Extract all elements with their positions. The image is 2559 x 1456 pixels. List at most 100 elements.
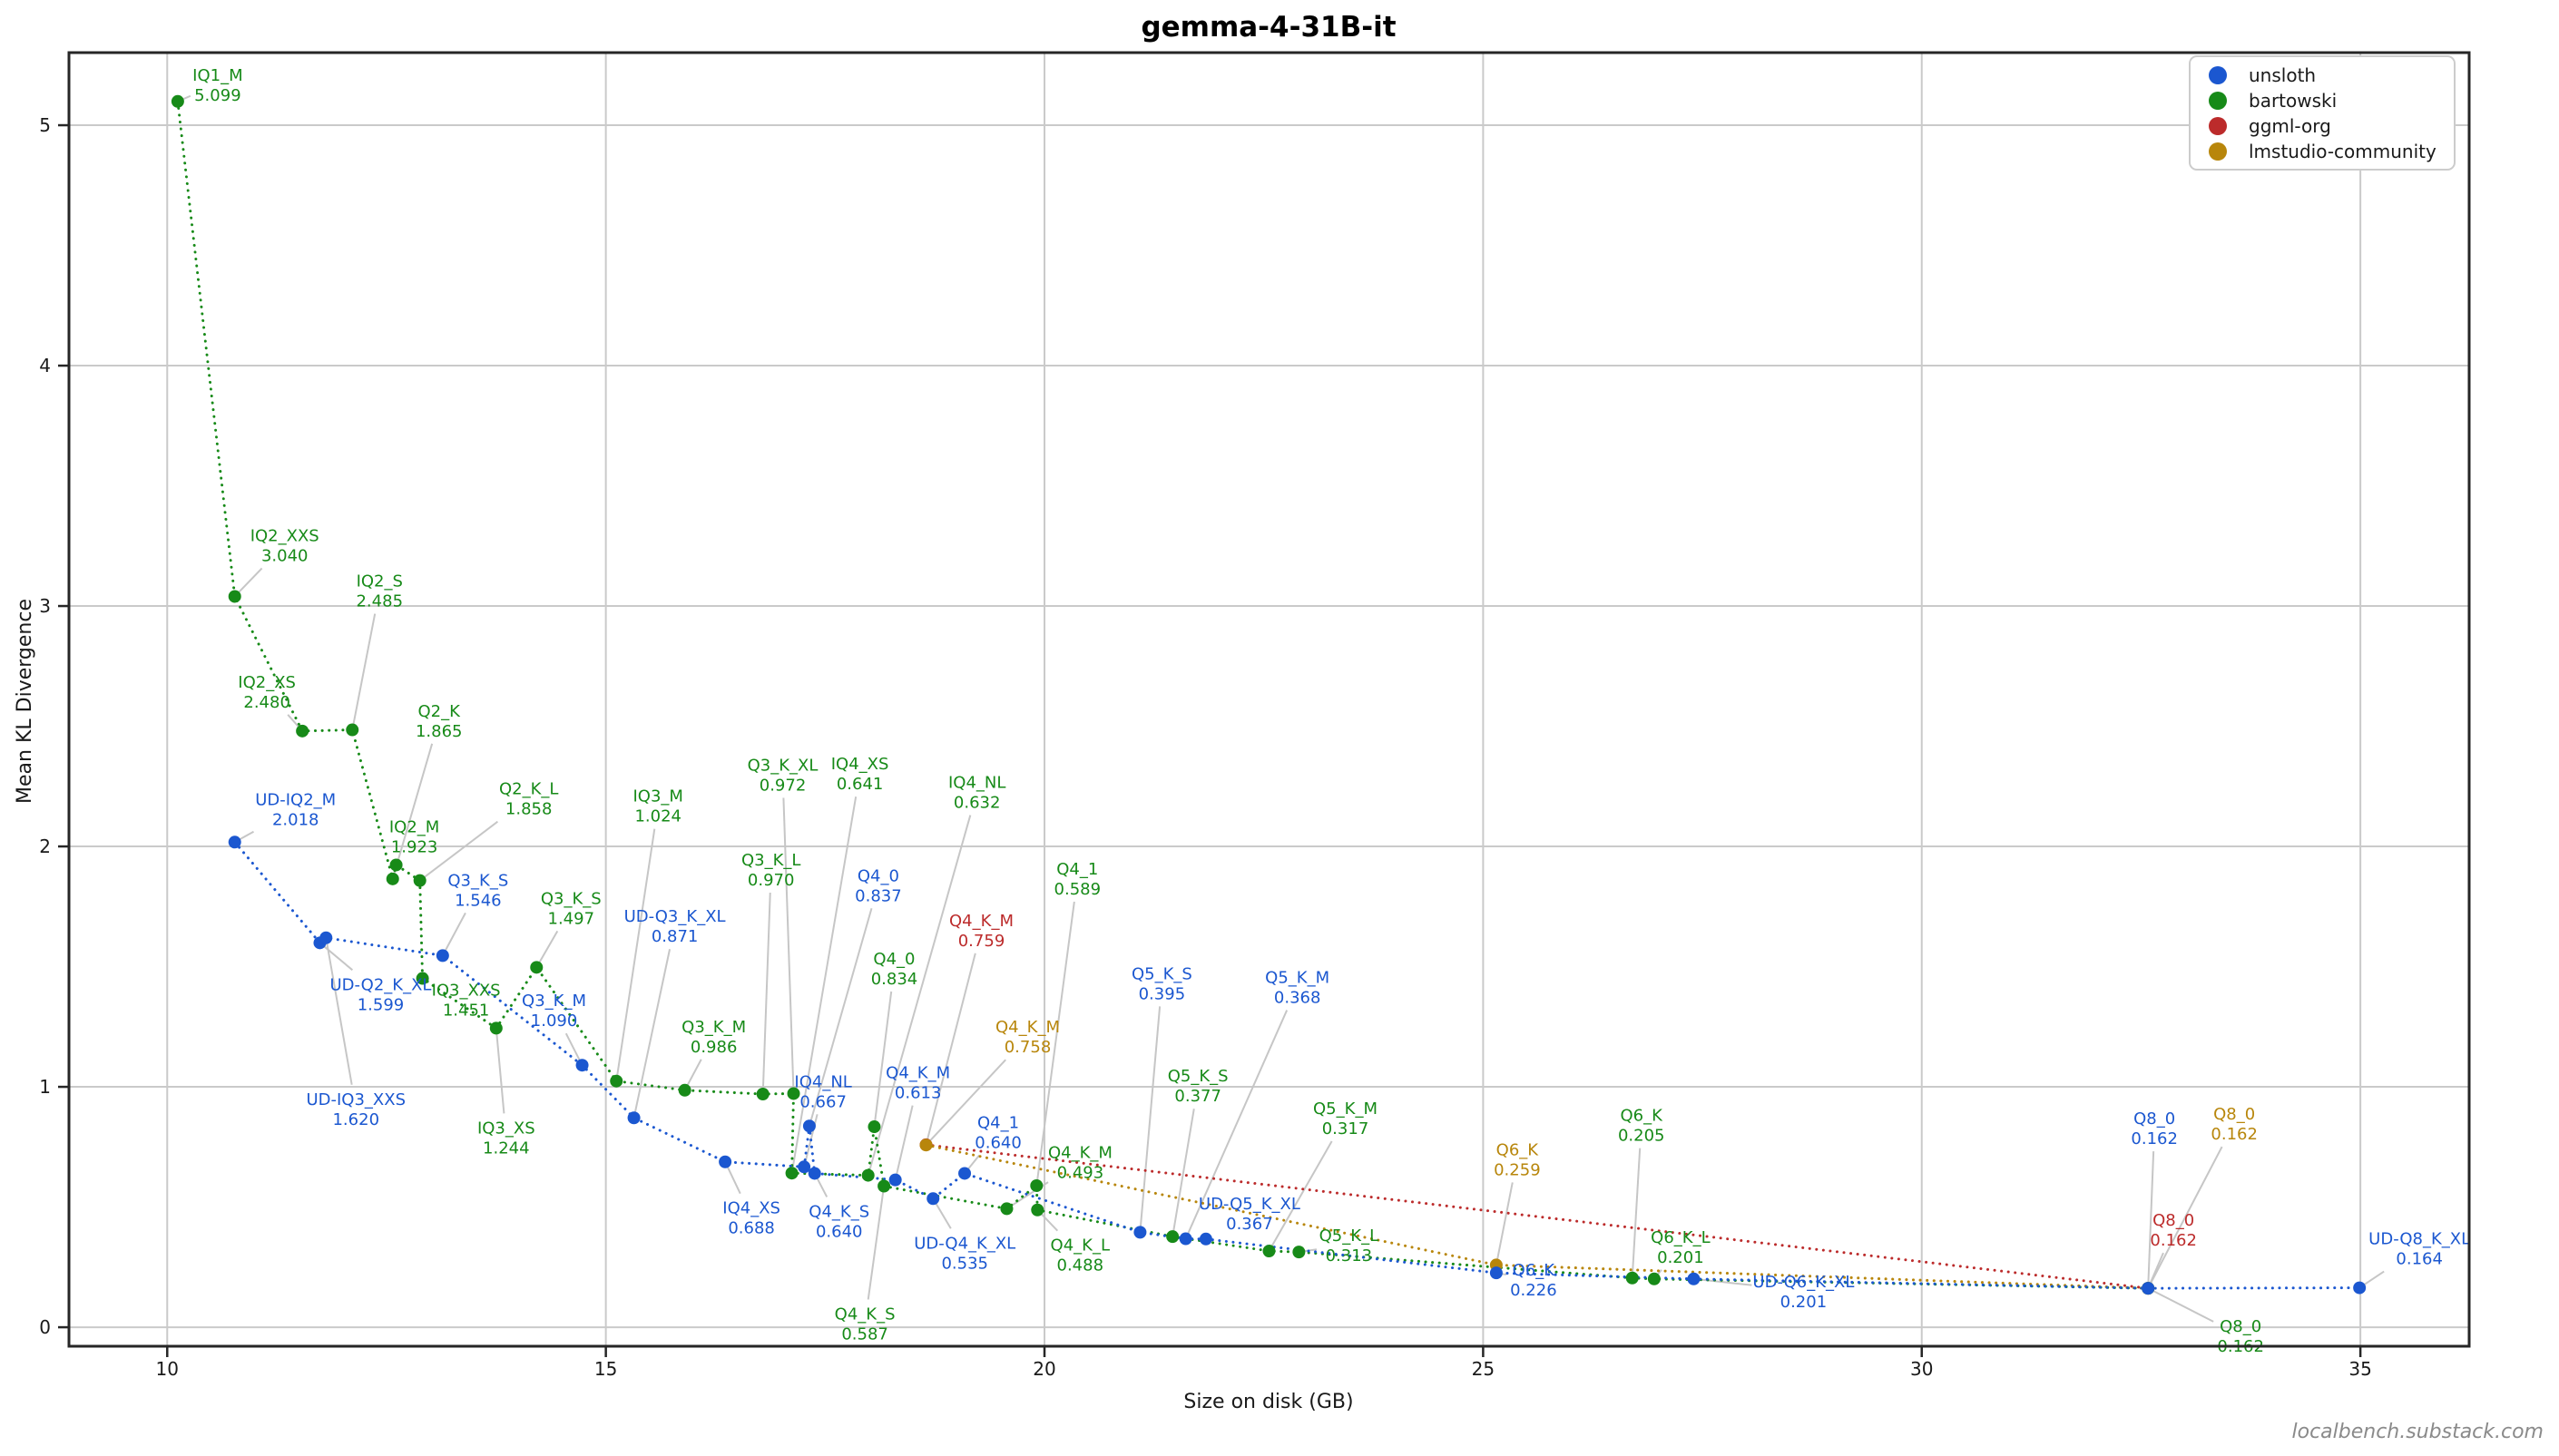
annotation-bartowski-Q2_K: Q2_K 1.865 xyxy=(416,702,463,741)
annotation-bartowski-IQ4_XS: IQ4_XS 0.641 xyxy=(831,755,889,794)
annotation-unsloth-UD-Q5_K_XL: UD-Q5_K_XL 0.367 xyxy=(1199,1195,1300,1234)
data-point-unsloth-Q4_K_M xyxy=(888,1173,902,1187)
data-point-bartowski-Q4_0 xyxy=(868,1120,881,1134)
data-point-unsloth-Q6_K xyxy=(1489,1266,1503,1280)
annotation-bartowski-IQ3_XS: IQ3_XS 1.244 xyxy=(477,1119,535,1158)
annotation-leader xyxy=(1495,1182,1514,1265)
annotation-bartowski-IQ4_NL: IQ4_NL 0.632 xyxy=(948,774,1005,813)
data-point-unsloth-UD-Q3_K_XL xyxy=(627,1111,641,1125)
annotation-bartowski-Q4_K_S: Q4_K_S 0.587 xyxy=(835,1305,896,1344)
annotation-bartowski-Q3_K_XL: Q3_K_XL 0.972 xyxy=(748,756,819,795)
data-point-bartowski-IQ4_NL xyxy=(861,1168,875,1182)
annotation-leader xyxy=(319,942,354,972)
annotation-unsloth-UD-Q3_K_XL: UD-Q3_K_XL 0.871 xyxy=(624,907,726,946)
y-tick-label: 3 xyxy=(39,595,51,617)
annotation-leader xyxy=(1035,901,1075,1187)
data-point-unsloth-Q4_1 xyxy=(958,1167,972,1180)
data-point-unsloth-UD-IQ2_M xyxy=(228,835,241,849)
data-point-unsloth-IQ4_XS xyxy=(719,1155,732,1168)
annotation-unsloth-IQ4_XS: IQ4_XS 0.688 xyxy=(722,1199,780,1238)
annotation-bartowski-Q4_0: Q4_0 0.834 xyxy=(871,950,918,989)
annotation-ggml-org-Q8_0: Q8_0 0.162 xyxy=(2150,1211,2197,1250)
data-point-unsloth-IQ4_NL xyxy=(798,1160,811,1174)
legend-marker-ggml-org xyxy=(2209,117,2227,135)
annotation-bartowski-Q6_K: Q6_K 0.205 xyxy=(1618,1107,1665,1146)
data-point-unsloth-UD-IQ3_XXS xyxy=(319,931,333,944)
annotation-leader xyxy=(2147,1287,2214,1323)
annotation-leader xyxy=(1184,1010,1289,1239)
annotation-leader xyxy=(1139,1006,1162,1233)
data-point-bartowski-Q5_K_M xyxy=(1262,1245,1276,1258)
annotation-unsloth-Q4_0: Q4_0 0.837 xyxy=(855,866,902,905)
plot-border xyxy=(67,51,2471,1348)
x-tick-label: 15 xyxy=(594,1358,617,1380)
annotation-bartowski-Q3_K_L: Q3_K_L 0.970 xyxy=(741,851,800,890)
annotation-leader xyxy=(925,953,976,1146)
annotation-bartowski-Q2_K_L: Q2_K_L 1.858 xyxy=(499,780,558,819)
data-point-bartowski-Q2_K xyxy=(386,872,399,885)
annotation-unsloth-Q3_K_S: Q3_K_S 1.546 xyxy=(447,871,508,910)
y-tick-label: 2 xyxy=(39,835,51,857)
series-line-lmstudio-community xyxy=(925,1143,2150,1290)
data-point-unsloth-Q5_K_M xyxy=(1179,1232,1192,1246)
data-point-bartowski-Q4_K_L xyxy=(1031,1203,1044,1217)
annotation-bartowski-Q3_K_S: Q3_K_S 1.497 xyxy=(541,889,602,928)
annotation-leader xyxy=(790,796,858,1174)
data-point-unsloth-Q5_K_S xyxy=(1133,1226,1147,1239)
annotation-leader xyxy=(351,613,377,730)
annotation-leader xyxy=(495,1028,505,1114)
x-tick-label: 25 xyxy=(1472,1358,1495,1380)
annotation-leader xyxy=(615,828,656,1081)
data-point-unsloth-Q8_0 xyxy=(2142,1282,2155,1295)
y-axis-label: Mean KL Divergence xyxy=(14,599,36,804)
annotation-unsloth-UD-IQ3_XXS: UD-IQ3_XXS 1.620 xyxy=(306,1090,406,1129)
annotation-unsloth-UD-Q6_K_XL: UD-Q6_K_XL 0.201 xyxy=(1752,1273,1854,1312)
data-point-bartowski-Q5_K_S xyxy=(1166,1230,1180,1244)
annotation-unsloth-Q4_K_M: Q4_K_M 0.613 xyxy=(886,1064,950,1103)
annotation-unsloth-Q4_K_S: Q4_K_S 0.640 xyxy=(809,1202,869,1241)
data-point-unsloth-Q4_0 xyxy=(802,1119,816,1133)
data-point-bartowski-IQ3_XXS xyxy=(416,972,429,985)
data-point-layer xyxy=(171,94,2367,1295)
data-point-bartowski-Q3_K_XL xyxy=(787,1087,800,1100)
data-point-lmstudio-community-Q4_K_M xyxy=(919,1138,933,1152)
legend-label-unsloth: unsloth xyxy=(2249,64,2316,86)
annotation-unsloth-IQ4_NL: IQ4_NL 0.667 xyxy=(794,1072,851,1111)
annotation-unsloth-Q4_1: Q4_1 0.640 xyxy=(975,1113,1022,1152)
data-point-bartowski-Q3_K_S xyxy=(530,961,544,974)
axis-layer: 10 15 20 25 30 35 0 1 2 3 4 5 xyxy=(39,51,2471,1380)
data-point-bartowski-Q2_K_L xyxy=(413,874,426,887)
data-point-bartowski-Q6_K_L xyxy=(1647,1272,1661,1285)
annotation-unsloth-UD-Q8_K_XL: UD-Q8_K_XL 0.164 xyxy=(2368,1230,2470,1269)
data-point-bartowski-IQ3_M xyxy=(610,1074,623,1088)
data-point-unsloth-Q3_K_M xyxy=(575,1059,589,1072)
y-tick-label: 0 xyxy=(39,1316,51,1338)
data-point-bartowski-Q3_K_M xyxy=(678,1083,691,1097)
data-point-bartowski-IQ4_XS xyxy=(785,1167,799,1180)
x-tick-label: 30 xyxy=(1910,1358,1933,1380)
data-point-bartowski-Q4_1 xyxy=(1030,1178,1044,1192)
annotation-leader xyxy=(1631,1148,1642,1278)
annotation-leader xyxy=(1693,1277,1752,1286)
x-tick-label: 20 xyxy=(1033,1358,1055,1380)
annotation-label-layer: Q4_K_M 0.759 Q8_0 0.162 Q4_K_M 0.758 Q6_K 0.259… xyxy=(192,66,2470,1356)
annotation-leader xyxy=(2147,1151,2155,1289)
legend-box xyxy=(2189,55,2456,171)
y-tick-label: 1 xyxy=(39,1076,51,1098)
annotation-leader xyxy=(325,937,353,1085)
annotation-leader xyxy=(441,912,466,956)
annotation-bartowski-Q8_0: Q8_0 0.162 xyxy=(2217,1317,2264,1356)
legend-label-ggml-org: ggml-org xyxy=(2249,115,2331,137)
annotation-bartowski-Q4_1: Q4_1 0.589 xyxy=(1054,860,1102,899)
annotation-leader xyxy=(233,567,263,598)
data-point-bartowski-Q3_K_L xyxy=(756,1088,770,1101)
annotation-bartowski-Q3_K_M: Q3_K_M 0.986 xyxy=(681,1018,746,1057)
annotation-unsloth-UD-Q4_K_XL: UD-Q4_K_XL 0.535 xyxy=(914,1234,1015,1273)
annotation-leader xyxy=(894,1105,914,1180)
annotation-leader xyxy=(873,991,893,1128)
annotation-leader xyxy=(419,820,499,882)
legend-marker-unsloth xyxy=(2209,66,2227,84)
